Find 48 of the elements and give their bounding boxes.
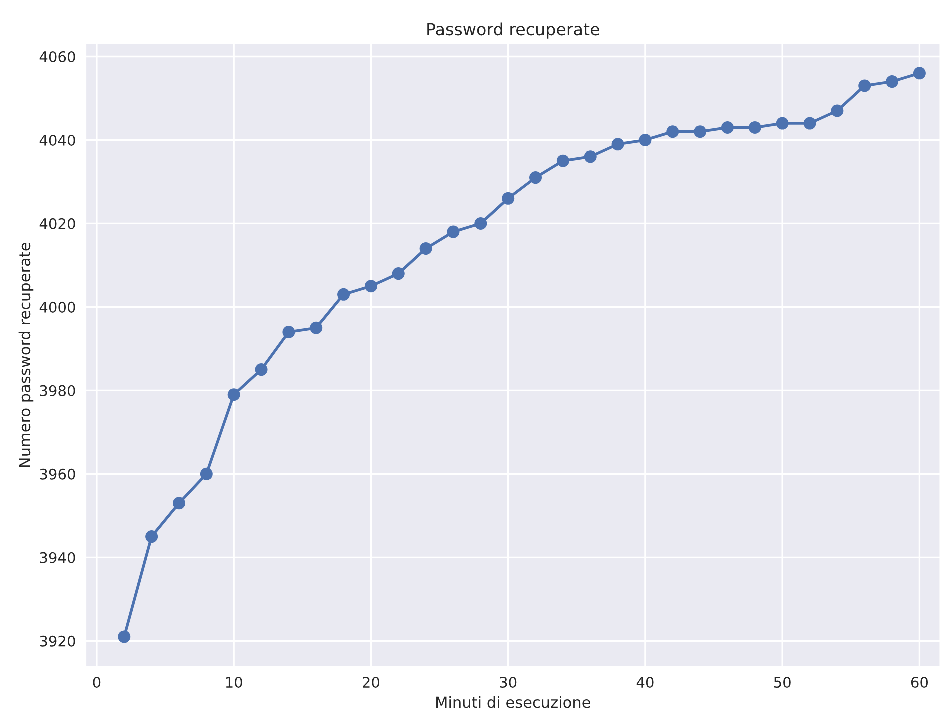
x-tick-label: 20	[363, 677, 380, 688]
point	[886, 76, 899, 88]
point	[612, 138, 624, 151]
point	[282, 326, 296, 338]
point	[530, 172, 542, 184]
y-tick-label: 3920	[40, 636, 76, 647]
point	[474, 217, 488, 230]
point	[584, 150, 597, 164]
x-tick-label: 10	[226, 677, 242, 688]
y-axis-title: Numero password recuperate	[18, 242, 34, 468]
point	[118, 630, 131, 644]
point	[200, 468, 213, 480]
x-tick-label: 40	[636, 677, 654, 688]
point	[310, 322, 323, 334]
point	[556, 154, 570, 168]
point	[831, 104, 844, 118]
y-tick-label: 4020	[40, 218, 76, 230]
y-tick-label: 3960	[40, 468, 76, 480]
point	[502, 192, 515, 205]
y-tick-label: 3980	[40, 385, 76, 396]
x-tick-label: 0	[93, 677, 101, 688]
point	[228, 388, 240, 402]
y-tick-label: 4000	[40, 302, 76, 313]
point	[364, 280, 378, 293]
x-tick-label: 50	[774, 677, 791, 688]
x-tick-label: 30	[500, 677, 517, 688]
y-tick-label: 4060	[40, 51, 76, 62]
y-tick-label: 4040	[40, 134, 76, 146]
point	[913, 67, 926, 80]
chart-title: Password recuperate	[428, 22, 600, 39]
point	[694, 126, 707, 138]
point	[146, 530, 158, 544]
point	[776, 117, 789, 130]
point	[721, 121, 734, 134]
point	[748, 121, 762, 134]
point	[172, 497, 186, 510]
x-axis-title: Minuti di esecuzione	[436, 696, 590, 708]
point	[338, 288, 350, 301]
point	[639, 134, 652, 146]
point	[255, 364, 268, 376]
point	[420, 242, 432, 256]
point	[666, 126, 680, 138]
point	[392, 268, 405, 280]
x-tick-label: 60	[911, 677, 928, 688]
point	[447, 226, 460, 238]
point	[804, 117, 816, 130]
point	[858, 80, 872, 92]
y-tick-label: 3940	[40, 552, 76, 564]
